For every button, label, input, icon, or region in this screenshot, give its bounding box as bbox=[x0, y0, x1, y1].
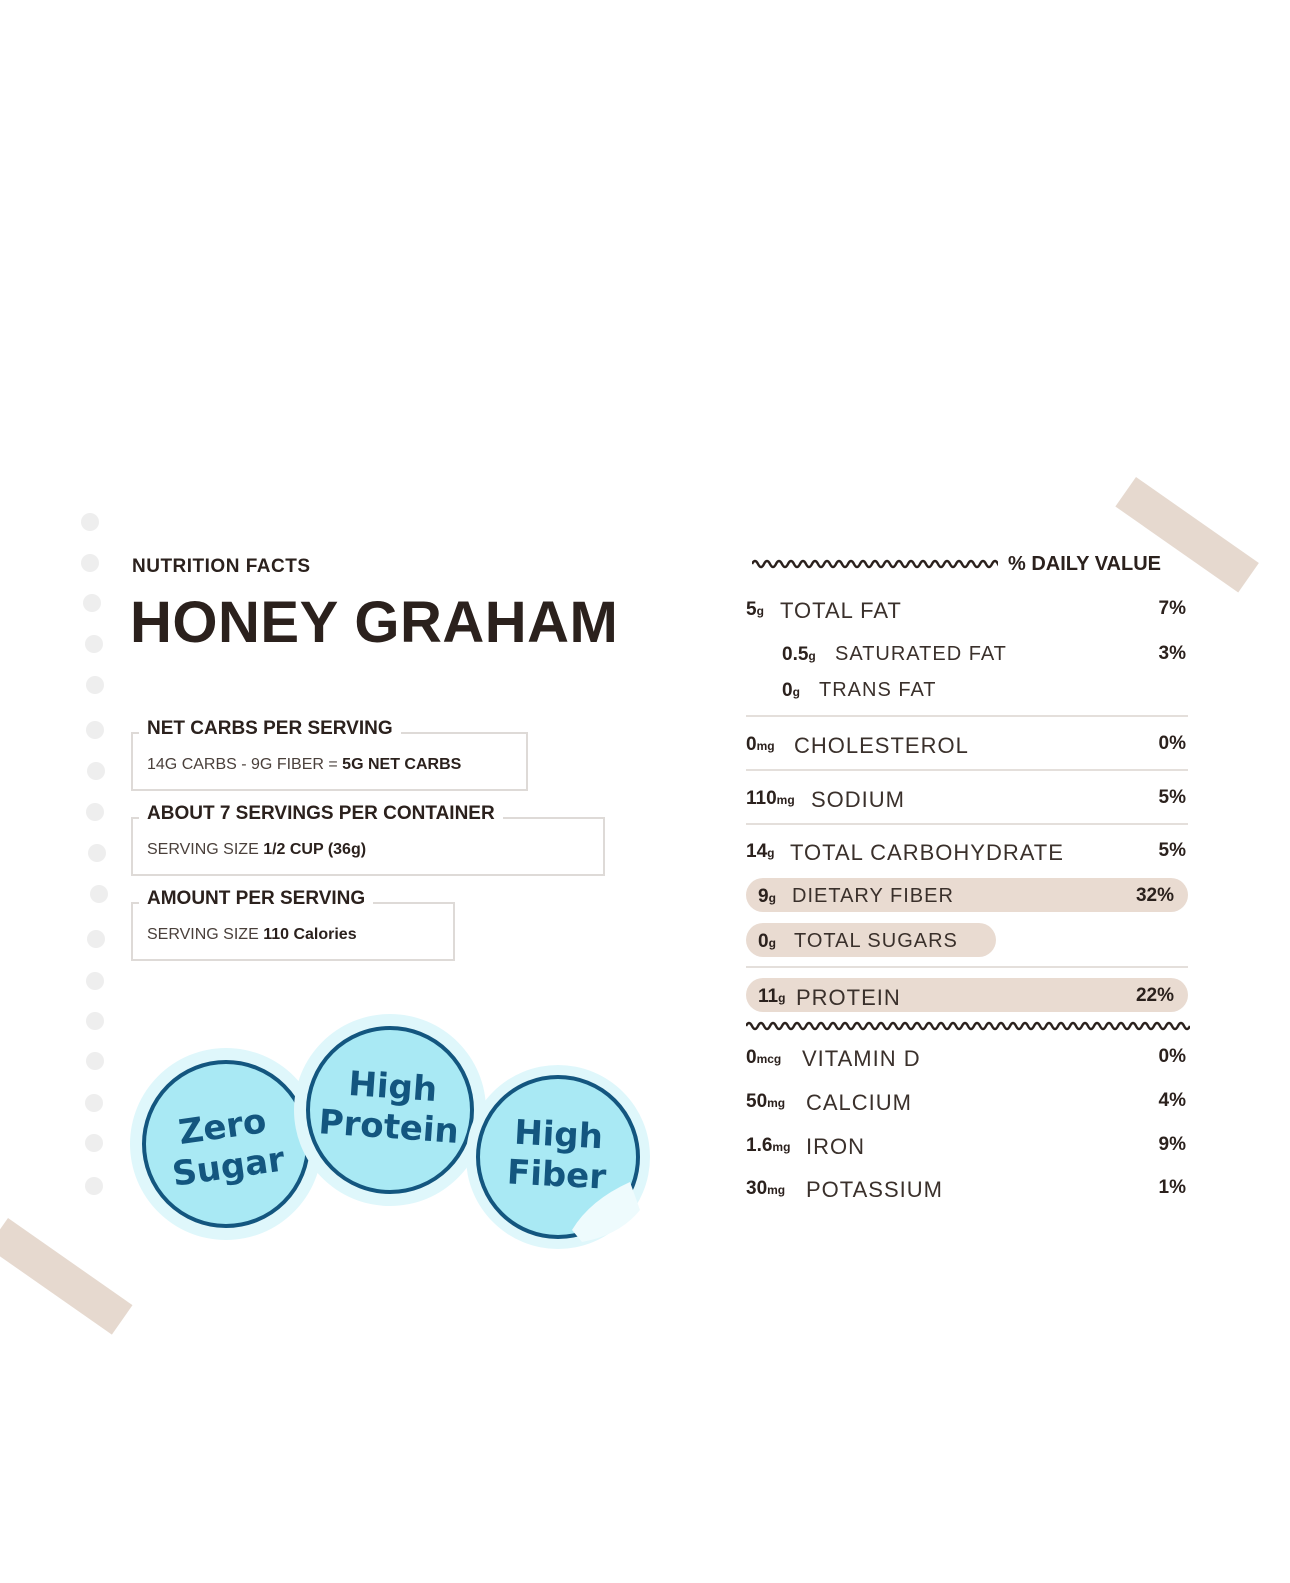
high-protein-badge: High Protein bbox=[294, 1014, 486, 1206]
calcium-amount: 50mg bbox=[746, 1091, 786, 1112]
dietary-fiber-amount: 9g bbox=[758, 886, 776, 907]
claim-badges: Zero Sugar High Protein High Fiber bbox=[130, 1014, 650, 1249]
protein-name: PROTEIN bbox=[796, 985, 901, 1010]
row-iron: 1.6mg IRON 9% bbox=[746, 1131, 1188, 1161]
high-fiber-line2: Fiber bbox=[506, 1152, 607, 1197]
daily-value-header: % DAILY VALUE bbox=[1008, 553, 1161, 575]
zero-sugar-badge: Zero Sugar bbox=[130, 1048, 322, 1240]
trans-fat-name: TRANS FAT bbox=[819, 679, 937, 701]
row-potassium: 30mg POTASSIUM 1% bbox=[746, 1174, 1188, 1204]
cholesterol-pct: 0% bbox=[1158, 733, 1186, 754]
divider bbox=[746, 769, 1188, 771]
row-cholesterol: 0mg CHOLESTEROL 0% bbox=[746, 730, 1188, 760]
protein-pct: 22% bbox=[1135, 985, 1174, 1006]
high-protein-line2: Protein bbox=[317, 1102, 460, 1152]
dietary-fiber-name: DIETARY FIBER bbox=[792, 885, 954, 907]
sodium-amount: 110mg bbox=[746, 788, 795, 809]
amount-box: AMOUNT PER SERVING SERVING SIZE 110 Calo… bbox=[131, 888, 455, 961]
total-carbohydrate-name: TOTAL CARBOHYDRATE bbox=[790, 840, 1064, 865]
calories-value: 110 Calories bbox=[263, 926, 357, 943]
servings-title: ABOUT 7 SERVINGS PER CONTAINER bbox=[139, 803, 503, 825]
high-fiber-badge: High Fiber bbox=[466, 1065, 650, 1249]
protein-amount: 11g bbox=[758, 986, 786, 1007]
row-total-carbohydrate: 14g TOTAL CARBOHYDRATE 5% bbox=[746, 837, 1188, 867]
calcium-name: CALCIUM bbox=[806, 1090, 913, 1115]
trans-fat-amount: 0g bbox=[782, 680, 800, 701]
row-sodium: 110mg SODIUM 5% bbox=[746, 784, 1188, 814]
total-sugars-amount: 0g bbox=[758, 931, 776, 952]
wave-divider-bottom bbox=[746, 1021, 1190, 1031]
servings-box: ABOUT 7 SERVINGS PER CONTAINER SERVING S… bbox=[131, 803, 605, 876]
row-dietary-fiber: 9g DIETARY FIBER 32% bbox=[746, 882, 1188, 912]
row-calcium: 50mg CALCIUM 4% bbox=[746, 1087, 1188, 1117]
product-title: HONEY GRAHAM bbox=[130, 590, 619, 655]
row-vitamin-d: 0mcg VITAMIN D 0% bbox=[746, 1043, 1188, 1073]
total-fat-amount: 5g bbox=[746, 599, 764, 620]
high-fiber-line1: High bbox=[513, 1113, 604, 1158]
badge-peel-corner bbox=[572, 1182, 640, 1242]
total-fat-name: TOTAL FAT bbox=[780, 598, 902, 623]
sodium-pct: 5% bbox=[1158, 787, 1186, 808]
serving-size-line: SERVING SIZE 1/2 CUP (36g) bbox=[147, 841, 367, 858]
serving-size-value: 1/2 CUP (36g) bbox=[263, 841, 367, 858]
potassium-name: POTASSIUM bbox=[806, 1177, 943, 1202]
net-carbs-formula: 14G CARBS - 9G FIBER = 5G NET CARBS bbox=[147, 756, 462, 773]
cholesterol-name: CHOLESTEROL bbox=[794, 733, 969, 758]
total-carbohydrate-amount: 14g bbox=[746, 841, 775, 862]
row-total-sugars: 0g TOTAL SUGARS bbox=[746, 927, 1188, 957]
saturated-fat-pct: 3% bbox=[1158, 643, 1186, 664]
row-trans-fat: 0g TRANS FAT bbox=[746, 676, 1188, 706]
vitamin-d-pct: 0% bbox=[1158, 1046, 1186, 1067]
vitamin-d-amount: 0mcg bbox=[746, 1047, 782, 1068]
divider bbox=[746, 715, 1188, 717]
total-sugars-highlight bbox=[746, 923, 996, 957]
calcium-pct: 4% bbox=[1158, 1090, 1186, 1111]
total-sugars-name: TOTAL SUGARS bbox=[794, 930, 958, 952]
net-carbs-title: NET CARBS PER SERVING bbox=[139, 718, 401, 740]
cholesterol-amount: 0mg bbox=[746, 734, 775, 755]
net-carbs-box: NET CARBS PER SERVING 14G CARBS - 9G FIB… bbox=[131, 718, 528, 791]
net-carbs-result: 5G NET CARBS bbox=[342, 756, 462, 773]
total-carbohydrate-pct: 5% bbox=[1158, 840, 1186, 861]
vitamin-d-name: VITAMIN D bbox=[802, 1046, 921, 1071]
wave-divider-top bbox=[752, 559, 998, 569]
potassium-amount: 30mg bbox=[746, 1178, 786, 1199]
tape-decoration-bottom bbox=[0, 1218, 133, 1335]
saturated-fat-name: SATURATED FAT bbox=[835, 643, 1007, 665]
saturated-fat-amount: 0.5g bbox=[782, 644, 816, 665]
calories-line: SERVING SIZE 110 Calories bbox=[147, 926, 357, 943]
potassium-pct: 1% bbox=[1158, 1177, 1186, 1198]
iron-pct: 9% bbox=[1158, 1134, 1186, 1155]
divider bbox=[746, 966, 1188, 968]
row-protein: 11g PROTEIN 22% bbox=[746, 982, 1188, 1012]
sodium-name: SODIUM bbox=[811, 787, 905, 812]
dietary-fiber-highlight bbox=[746, 878, 1188, 912]
iron-amount: 1.6mg bbox=[746, 1135, 791, 1156]
iron-name: IRON bbox=[806, 1134, 865, 1159]
row-total-fat: 5g TOTAL FAT 7% bbox=[746, 595, 1188, 625]
dietary-fiber-pct: 32% bbox=[1135, 885, 1174, 906]
protein-highlight bbox=[746, 978, 1188, 1012]
total-fat-pct: 7% bbox=[1158, 598, 1186, 619]
divider bbox=[746, 823, 1188, 825]
row-saturated-fat: 0.5g SATURATED FAT 3% bbox=[746, 640, 1188, 670]
nutrition-facts-label: NUTRITION FACTS bbox=[132, 556, 311, 577]
high-protein-line1: High bbox=[347, 1064, 438, 1110]
amount-title: AMOUNT PER SERVING bbox=[139, 888, 374, 910]
